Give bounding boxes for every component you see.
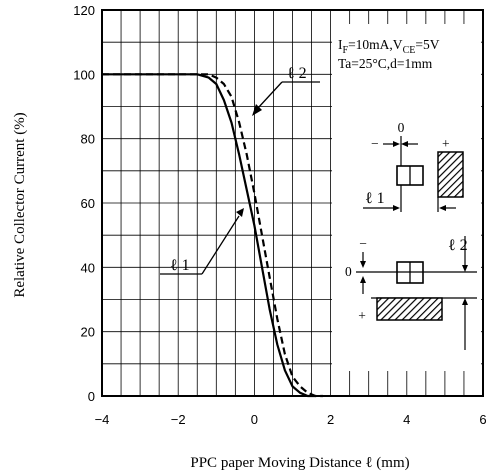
- svg-text:−: −: [359, 236, 367, 251]
- y-tick-label: 0: [88, 389, 95, 404]
- y-axis-title: Relative Collector Current (%): [12, 112, 28, 297]
- x-tick-label: 4: [403, 412, 410, 427]
- svg-text:ℓ 2: ℓ 2: [448, 237, 468, 254]
- svg-text:0: 0: [398, 120, 405, 135]
- y-tick-label: 80: [81, 132, 95, 147]
- x-tick-label: −4: [95, 412, 110, 427]
- x-tick-label: 2: [327, 412, 334, 427]
- curve-label-l2: ℓ 2: [252, 65, 320, 116]
- svg-text:ℓ 2: ℓ 2: [287, 65, 307, 82]
- x-axis-title: PPC paper Moving Distance ℓ (mm): [190, 455, 409, 471]
- y-tick-label: 40: [81, 260, 95, 275]
- sensor-diagram-top: 0 − + ℓ 1: [363, 120, 464, 212]
- x-tick-label: 0: [251, 412, 258, 427]
- x-tick-label: −2: [171, 412, 186, 427]
- svg-text:ℓ 1: ℓ 1: [170, 257, 190, 274]
- curve-label-l1: ℓ 1: [160, 208, 244, 275]
- series-line-1: [102, 73, 316, 398]
- svg-text:+: +: [358, 308, 366, 323]
- y-tick-label: 120: [73, 3, 95, 18]
- sensor-diagram-bottom: − 0 + ℓ 2: [345, 236, 477, 350]
- conditions-line-2: Ta=25°C,d=1mm: [338, 56, 433, 71]
- y-tick-label: 60: [81, 196, 95, 211]
- curves: [102, 73, 323, 398]
- y-tick-label: 20: [81, 325, 95, 340]
- svg-text:ℓ 1: ℓ 1: [365, 190, 385, 207]
- plot-frame: [101, 9, 484, 397]
- conditions-line-1: IF=10mA,VCE=5V: [338, 37, 440, 56]
- x-tick-label: 6: [479, 412, 486, 427]
- svg-text:+: +: [442, 136, 450, 151]
- svg-text:0: 0: [345, 264, 352, 279]
- y-tick-label: 100: [73, 67, 95, 82]
- svg-text:−: −: [371, 136, 379, 151]
